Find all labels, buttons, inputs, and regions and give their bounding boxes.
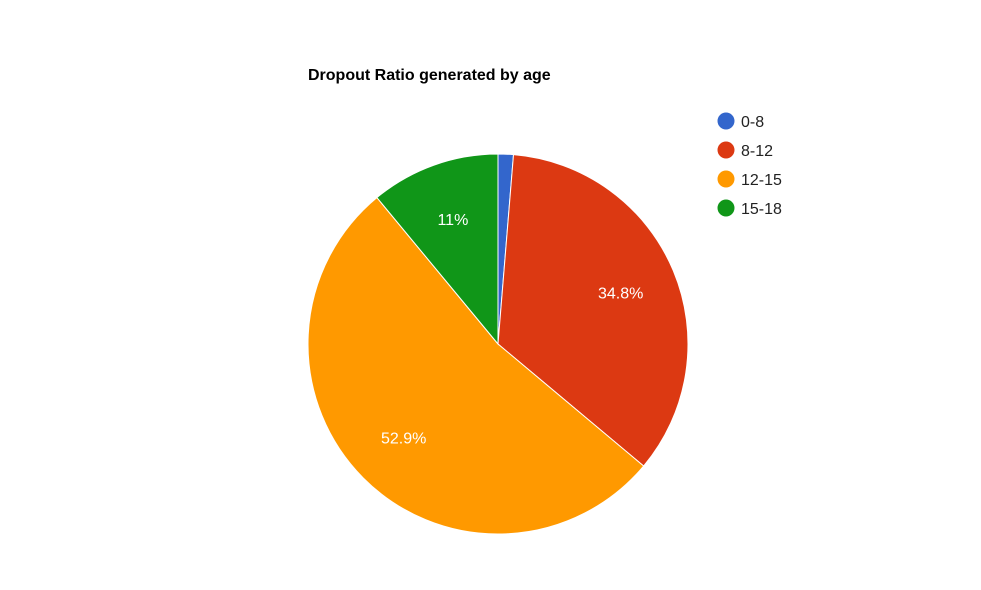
legend-marker: [717, 112, 735, 130]
pie-slice-15-18: [376, 153, 499, 346]
legend-marker: [717, 199, 735, 217]
legend-marker: [717, 170, 735, 188]
slice-labels: 34.8% 52.9% 11%: [381, 212, 643, 448]
legend-marker: [717, 141, 735, 159]
legend: 0-8 8-12 12-15 15-18: [717, 112, 782, 218]
slice-data-label: 34.8%: [598, 286, 643, 303]
legend-label: 0-8: [741, 114, 764, 131]
pie-slice-12-15: [307, 196, 645, 535]
slice-data-label: 11%: [437, 212, 468, 229]
legend-label: 12-15: [741, 172, 782, 189]
chart-title: Dropout Ratio generated by age: [308, 67, 551, 84]
pie-slices: [307, 153, 689, 535]
slice-data-label: 52.9%: [381, 431, 426, 448]
legend-label: 8-12: [741, 143, 773, 160]
legend-label: 15-18: [741, 201, 782, 218]
pie-slice-8-12: [497, 154, 689, 467]
